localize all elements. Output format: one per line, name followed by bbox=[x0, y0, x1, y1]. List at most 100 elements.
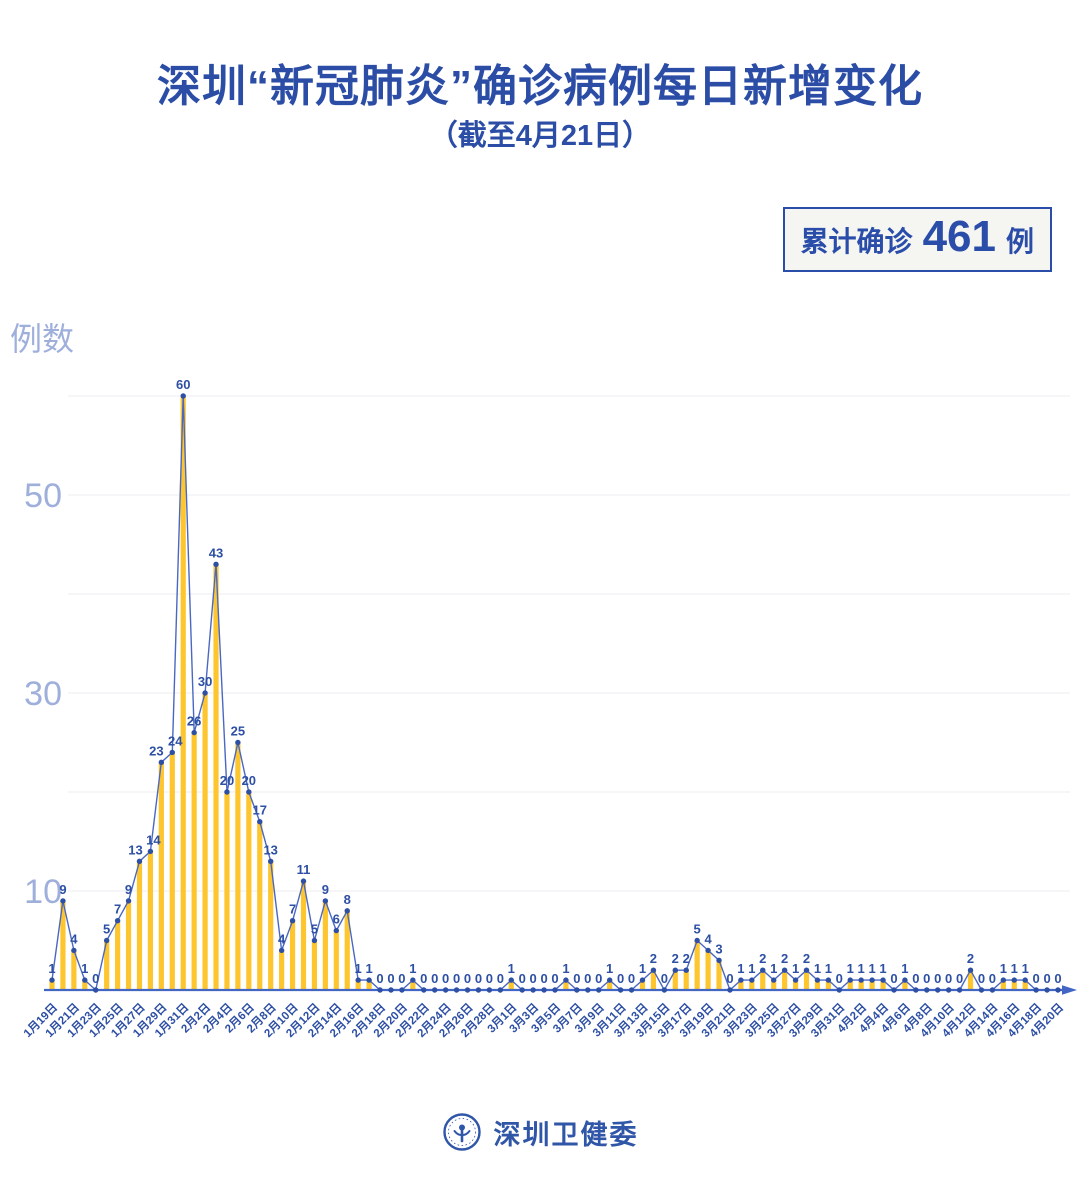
data-point bbox=[749, 977, 755, 983]
value-label: 0 bbox=[431, 971, 438, 986]
data-point bbox=[125, 898, 132, 904]
y-tick-label: 30 bbox=[24, 675, 62, 713]
bar bbox=[60, 900, 66, 990]
data-point bbox=[880, 977, 886, 983]
data-point bbox=[672, 967, 678, 973]
value-label: 7 bbox=[289, 902, 296, 917]
bar bbox=[1011, 980, 1017, 990]
data-point bbox=[377, 987, 383, 993]
data-point bbox=[410, 977, 416, 983]
value-label: 0 bbox=[519, 971, 526, 986]
data-point bbox=[902, 977, 908, 983]
value-label: 0 bbox=[551, 971, 558, 986]
data-point bbox=[661, 987, 668, 993]
bar bbox=[191, 732, 197, 990]
value-label: 0 bbox=[1033, 971, 1040, 986]
data-point bbox=[71, 947, 77, 954]
bar bbox=[344, 910, 350, 990]
data-point bbox=[191, 729, 197, 736]
value-label: 13 bbox=[128, 842, 142, 857]
value-label: 0 bbox=[464, 971, 471, 986]
footer-brand: 深圳卫健委 bbox=[0, 1112, 1080, 1152]
data-point bbox=[847, 977, 853, 983]
value-label: 0 bbox=[890, 971, 897, 986]
bar bbox=[213, 564, 219, 990]
value-label: 0 bbox=[442, 971, 449, 986]
bar bbox=[672, 970, 678, 990]
bar bbox=[847, 980, 853, 990]
value-label: 1 bbox=[48, 961, 55, 976]
value-label: 2 bbox=[803, 951, 810, 966]
value-label: 1 bbox=[901, 961, 908, 976]
data-point bbox=[814, 977, 821, 983]
value-label: 0 bbox=[475, 971, 482, 986]
value-label: 11 bbox=[297, 862, 311, 877]
data-point bbox=[563, 977, 569, 983]
data-point bbox=[93, 987, 99, 993]
data-point bbox=[978, 987, 985, 993]
value-label: 1 bbox=[770, 961, 777, 976]
data-point bbox=[180, 393, 186, 399]
value-label: 9 bbox=[322, 882, 329, 897]
value-label: 0 bbox=[540, 971, 547, 986]
bar bbox=[322, 900, 328, 990]
value-label: 60 bbox=[176, 377, 190, 392]
data-point bbox=[913, 987, 919, 993]
data-point bbox=[858, 977, 864, 983]
bar bbox=[607, 980, 613, 990]
shenzhen-health-commission-logo-icon bbox=[442, 1113, 481, 1151]
data-point bbox=[585, 987, 591, 993]
bar bbox=[694, 940, 700, 990]
data-point bbox=[541, 987, 547, 993]
bar bbox=[202, 693, 208, 990]
value-label: 8 bbox=[344, 892, 351, 907]
data-point bbox=[519, 987, 525, 993]
page-subtitle: （截至4月21日） bbox=[428, 120, 652, 152]
badge-label: 累计确诊 bbox=[800, 226, 913, 257]
bar bbox=[311, 940, 318, 990]
data-point bbox=[1022, 977, 1028, 983]
bar bbox=[1000, 980, 1006, 990]
value-label: 9 bbox=[59, 882, 66, 897]
data-point bbox=[935, 987, 941, 993]
value-label: 1 bbox=[792, 961, 799, 976]
x-axis-arrow-icon bbox=[1062, 985, 1077, 995]
value-label: 4 bbox=[278, 931, 286, 946]
page-title: 深圳“新冠肺炎”确诊病例每日新增变化 bbox=[157, 62, 923, 111]
value-label: 0 bbox=[387, 971, 394, 986]
data-point bbox=[267, 858, 274, 864]
data-point bbox=[442, 987, 449, 993]
value-label: 1 bbox=[639, 961, 646, 976]
data-point bbox=[738, 977, 744, 983]
chart-canvas: 1030501941057913142324602630432025201713… bbox=[21, 377, 1077, 1040]
value-label: 20 bbox=[220, 773, 234, 788]
value-label: 0 bbox=[398, 971, 405, 986]
value-label: 0 bbox=[989, 971, 996, 986]
value-label: 2 bbox=[650, 951, 657, 966]
bar bbox=[782, 970, 788, 990]
value-label: 1 bbox=[868, 961, 875, 976]
bar bbox=[224, 792, 230, 990]
value-label: 0 bbox=[836, 971, 843, 986]
bar bbox=[683, 970, 689, 990]
bar bbox=[235, 742, 241, 990]
value-label: 0 bbox=[923, 971, 930, 986]
data-point bbox=[574, 987, 580, 993]
bar bbox=[749, 980, 755, 990]
value-label: 1 bbox=[81, 961, 88, 976]
data-point bbox=[967, 967, 974, 973]
badge-unit: 例 bbox=[1005, 226, 1034, 257]
data-point bbox=[224, 789, 230, 795]
value-label: 1 bbox=[365, 961, 372, 976]
data-point bbox=[497, 987, 504, 993]
value-label: 1 bbox=[606, 961, 613, 976]
data-point bbox=[956, 987, 963, 993]
bar bbox=[279, 950, 285, 990]
value-label: 0 bbox=[584, 971, 591, 986]
data-point bbox=[781, 967, 788, 973]
value-label: 43 bbox=[209, 545, 223, 560]
data-point bbox=[869, 977, 875, 983]
gridlines-layer bbox=[68, 395, 1070, 892]
data-point bbox=[475, 987, 482, 993]
data-point bbox=[311, 937, 318, 944]
